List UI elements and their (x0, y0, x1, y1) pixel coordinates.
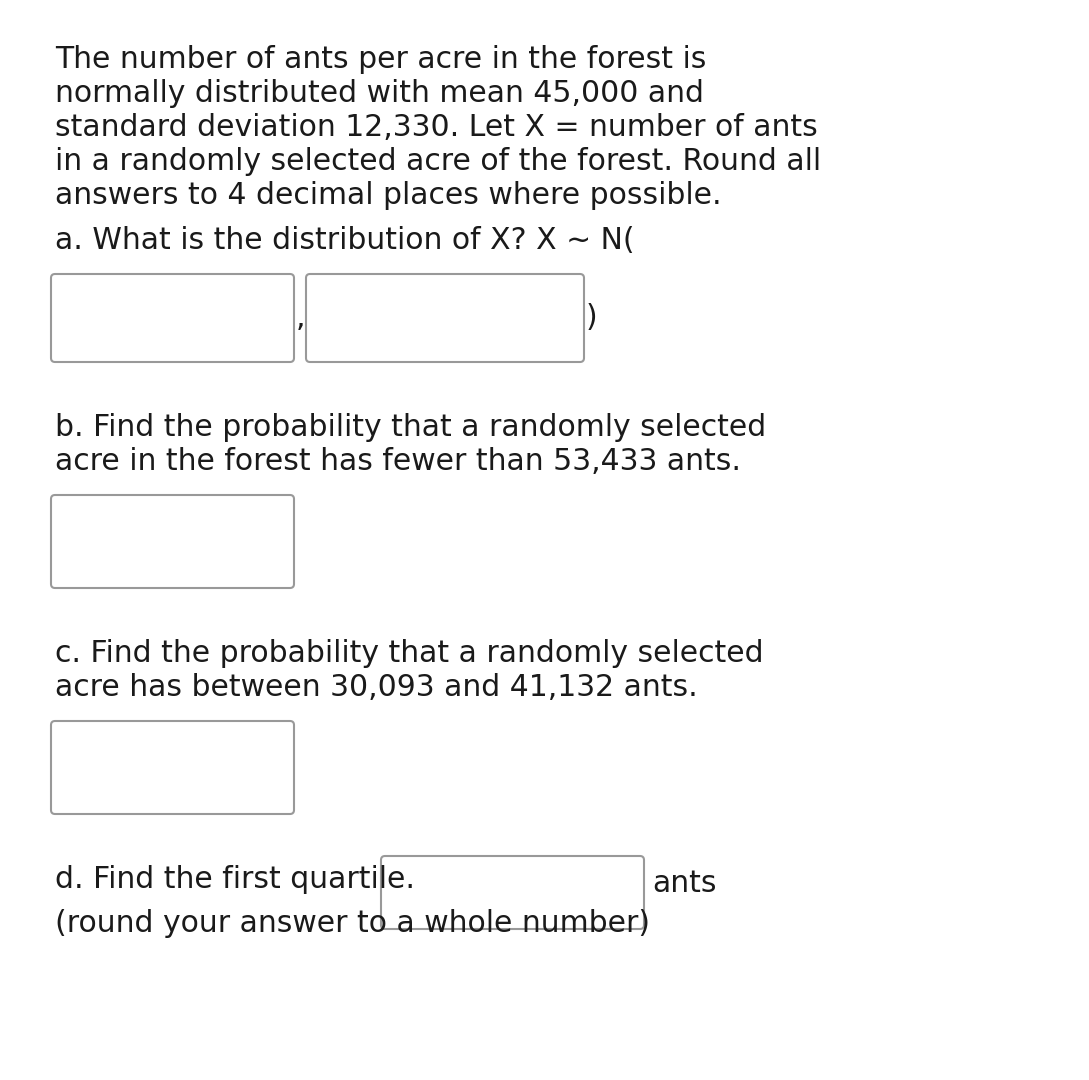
FancyBboxPatch shape (306, 274, 584, 362)
Text: acre in the forest has fewer than 53,433 ants.: acre in the forest has fewer than 53,433… (56, 447, 741, 476)
Text: standard deviation 12,330. Let X = number of ants: standard deviation 12,330. Let X = numbe… (56, 113, 818, 141)
Text: a. What is the distribution of X? X ∼ N(: a. What is the distribution of X? X ∼ N( (56, 226, 635, 255)
Text: in a randomly selected acre of the forest. Round all: in a randomly selected acre of the fores… (56, 147, 821, 176)
Text: acre has between 30,093 and 41,132 ants.: acre has between 30,093 and 41,132 ants. (56, 673, 698, 702)
FancyBboxPatch shape (51, 495, 294, 588)
Text: normally distributed with mean 45,000 and: normally distributed with mean 45,000 an… (56, 79, 703, 108)
Text: The number of ants per acre in the forest is: The number of ants per acre in the fores… (56, 45, 707, 75)
FancyBboxPatch shape (51, 721, 294, 814)
Text: d. Find the first quartile.: d. Find the first quartile. (56, 865, 415, 894)
FancyBboxPatch shape (51, 274, 294, 362)
Text: ): ) (586, 303, 598, 333)
Text: ,: , (296, 303, 306, 333)
Text: c. Find the probability that a randomly selected: c. Find the probability that a randomly … (56, 639, 763, 669)
Text: b. Find the probability that a randomly selected: b. Find the probability that a randomly … (56, 413, 767, 442)
Text: answers to 4 decimal places where possible.: answers to 4 decimal places where possib… (56, 181, 722, 210)
FancyBboxPatch shape (381, 856, 644, 929)
Text: ants: ants (652, 869, 717, 897)
Text: (round your answer to a whole number): (round your answer to a whole number) (56, 909, 650, 939)
